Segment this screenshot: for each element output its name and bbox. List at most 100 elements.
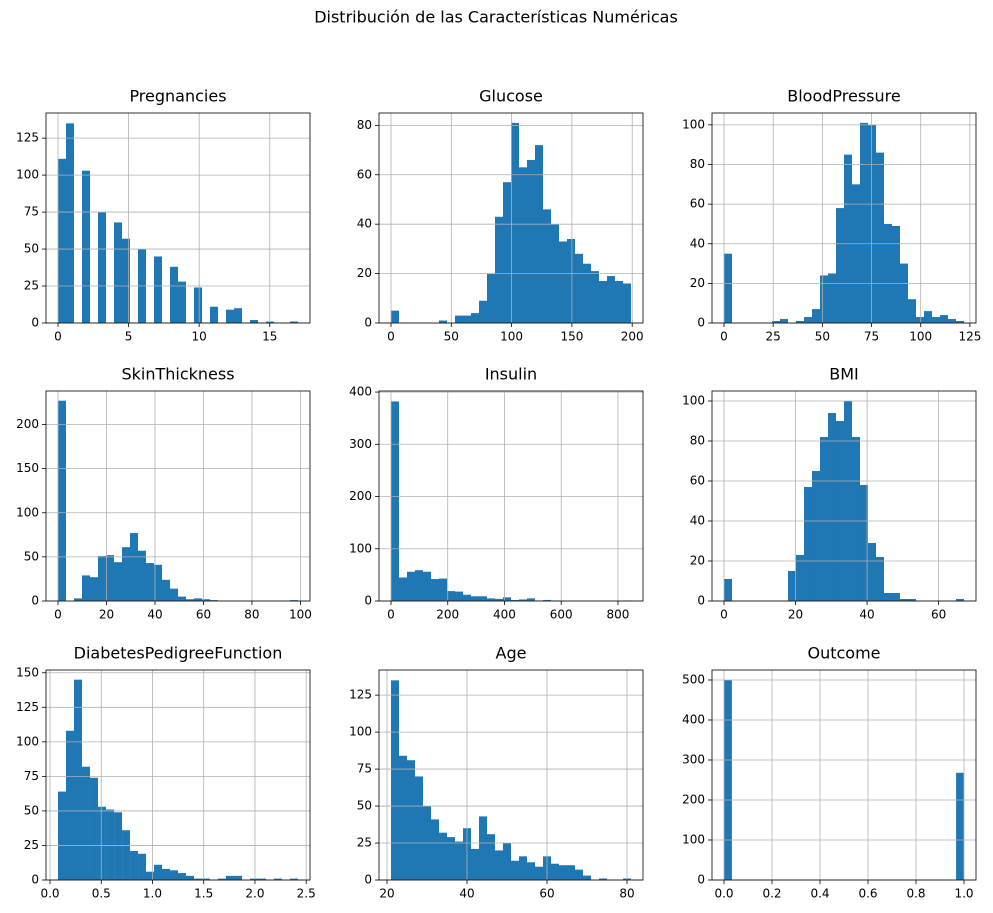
y-tick-label: 100 [16, 505, 39, 519]
x-tick-label: 0.0 [40, 887, 59, 901]
bar [122, 547, 130, 601]
y-tick-label: 150 [16, 461, 39, 475]
bar [138, 550, 146, 601]
bar [503, 597, 511, 601]
bar [66, 123, 74, 323]
bar [566, 239, 576, 323]
bar [780, 319, 788, 323]
bar [258, 878, 267, 880]
bar [955, 599, 964, 601]
x-tick-label: 75 [864, 330, 879, 344]
x-tick-label: 0.8 [906, 887, 925, 901]
subplot-title: BloodPressure [787, 87, 900, 106]
y-tick-label: 0 [31, 594, 39, 608]
bar [796, 555, 805, 601]
subplot: Glucose 0 20 40 60 80 0 50 100 150 200 [357, 87, 644, 344]
x-tick-label: 0.4 [810, 887, 829, 901]
bar [527, 159, 535, 323]
bar [463, 594, 471, 601]
bar [194, 598, 202, 601]
y-tick-label: 500 [682, 673, 705, 687]
x-tick-label: 400 [493, 608, 516, 622]
bar [202, 599, 210, 601]
x-tick-label: 0 [387, 608, 395, 622]
bar [226, 309, 235, 323]
bar [535, 145, 543, 323]
bar [162, 579, 170, 601]
axes-frame [378, 112, 644, 324]
y-tick-label: 80 [690, 157, 705, 171]
x-tick-label: 40 [459, 887, 474, 901]
y-tick-label: 100 [349, 725, 372, 739]
x-tick-label: 60 [539, 887, 554, 901]
bar [210, 600, 218, 601]
bar [820, 275, 829, 323]
bar [447, 837, 455, 880]
bar [956, 772, 964, 880]
bar [471, 848, 479, 880]
x-tick-label: 100 [500, 330, 523, 344]
y-tick-label: 50 [24, 549, 39, 563]
bar [495, 850, 503, 880]
y-tick-label: 25 [357, 836, 372, 850]
bar [162, 868, 171, 880]
bar [65, 730, 74, 880]
bar [543, 599, 551, 601]
x-tick-label: 1.5 [194, 887, 213, 901]
bar [217, 878, 226, 880]
y-tick-label: 100 [682, 394, 705, 408]
subplot-title: Glucose [479, 87, 543, 106]
bar [487, 598, 495, 601]
x-tick-label: 0 [54, 330, 62, 344]
bar [559, 865, 567, 880]
y-tick-label: 50 [24, 242, 39, 256]
x-tick-label: 20 [99, 608, 114, 622]
y-tick-label: 75 [357, 762, 372, 776]
bar [907, 599, 916, 601]
bar [535, 866, 543, 880]
x-tick-label: 20 [788, 608, 803, 622]
bar [431, 579, 439, 601]
y-tick-label: 200 [349, 489, 372, 503]
y-tick-label: 150 [16, 665, 39, 679]
bar [519, 599, 527, 601]
bar [290, 600, 298, 601]
bar [479, 816, 487, 880]
y-tick-label: 100 [16, 168, 39, 182]
bar [391, 680, 399, 880]
bar [439, 832, 447, 880]
axes-frame [378, 390, 644, 602]
y-tick-label: 100 [682, 833, 705, 847]
bar [98, 556, 106, 601]
bar [58, 158, 67, 323]
y-tick-label: 0 [697, 316, 705, 330]
bar [97, 212, 106, 323]
bar [185, 875, 194, 880]
bar [415, 776, 423, 880]
x-tick-label: 80 [619, 887, 634, 901]
bar [130, 533, 138, 601]
y-tick-label: 60 [690, 197, 705, 211]
bar [170, 870, 178, 880]
y-tick-label: 20 [690, 554, 705, 568]
y-tick-label: 100 [16, 734, 39, 748]
x-tick-label: 150 [560, 330, 583, 344]
bar [623, 283, 631, 323]
bar [479, 596, 487, 601]
y-tick-label: 0 [364, 594, 372, 608]
bar [876, 152, 884, 323]
bar [250, 878, 259, 880]
bar [511, 122, 519, 323]
y-tick-label: 125 [349, 688, 372, 702]
bar [494, 216, 504, 323]
x-tick-label: 0.6 [858, 887, 877, 901]
bar [82, 575, 90, 601]
x-tick-label: 0 [387, 330, 395, 344]
y-tick-label: 125 [16, 700, 39, 714]
x-tick-label: 0.0 [714, 887, 733, 901]
bar [415, 570, 423, 601]
x-tick-label: 10 [192, 330, 207, 344]
x-tick-label: 0 [720, 608, 728, 622]
bar [186, 599, 194, 601]
